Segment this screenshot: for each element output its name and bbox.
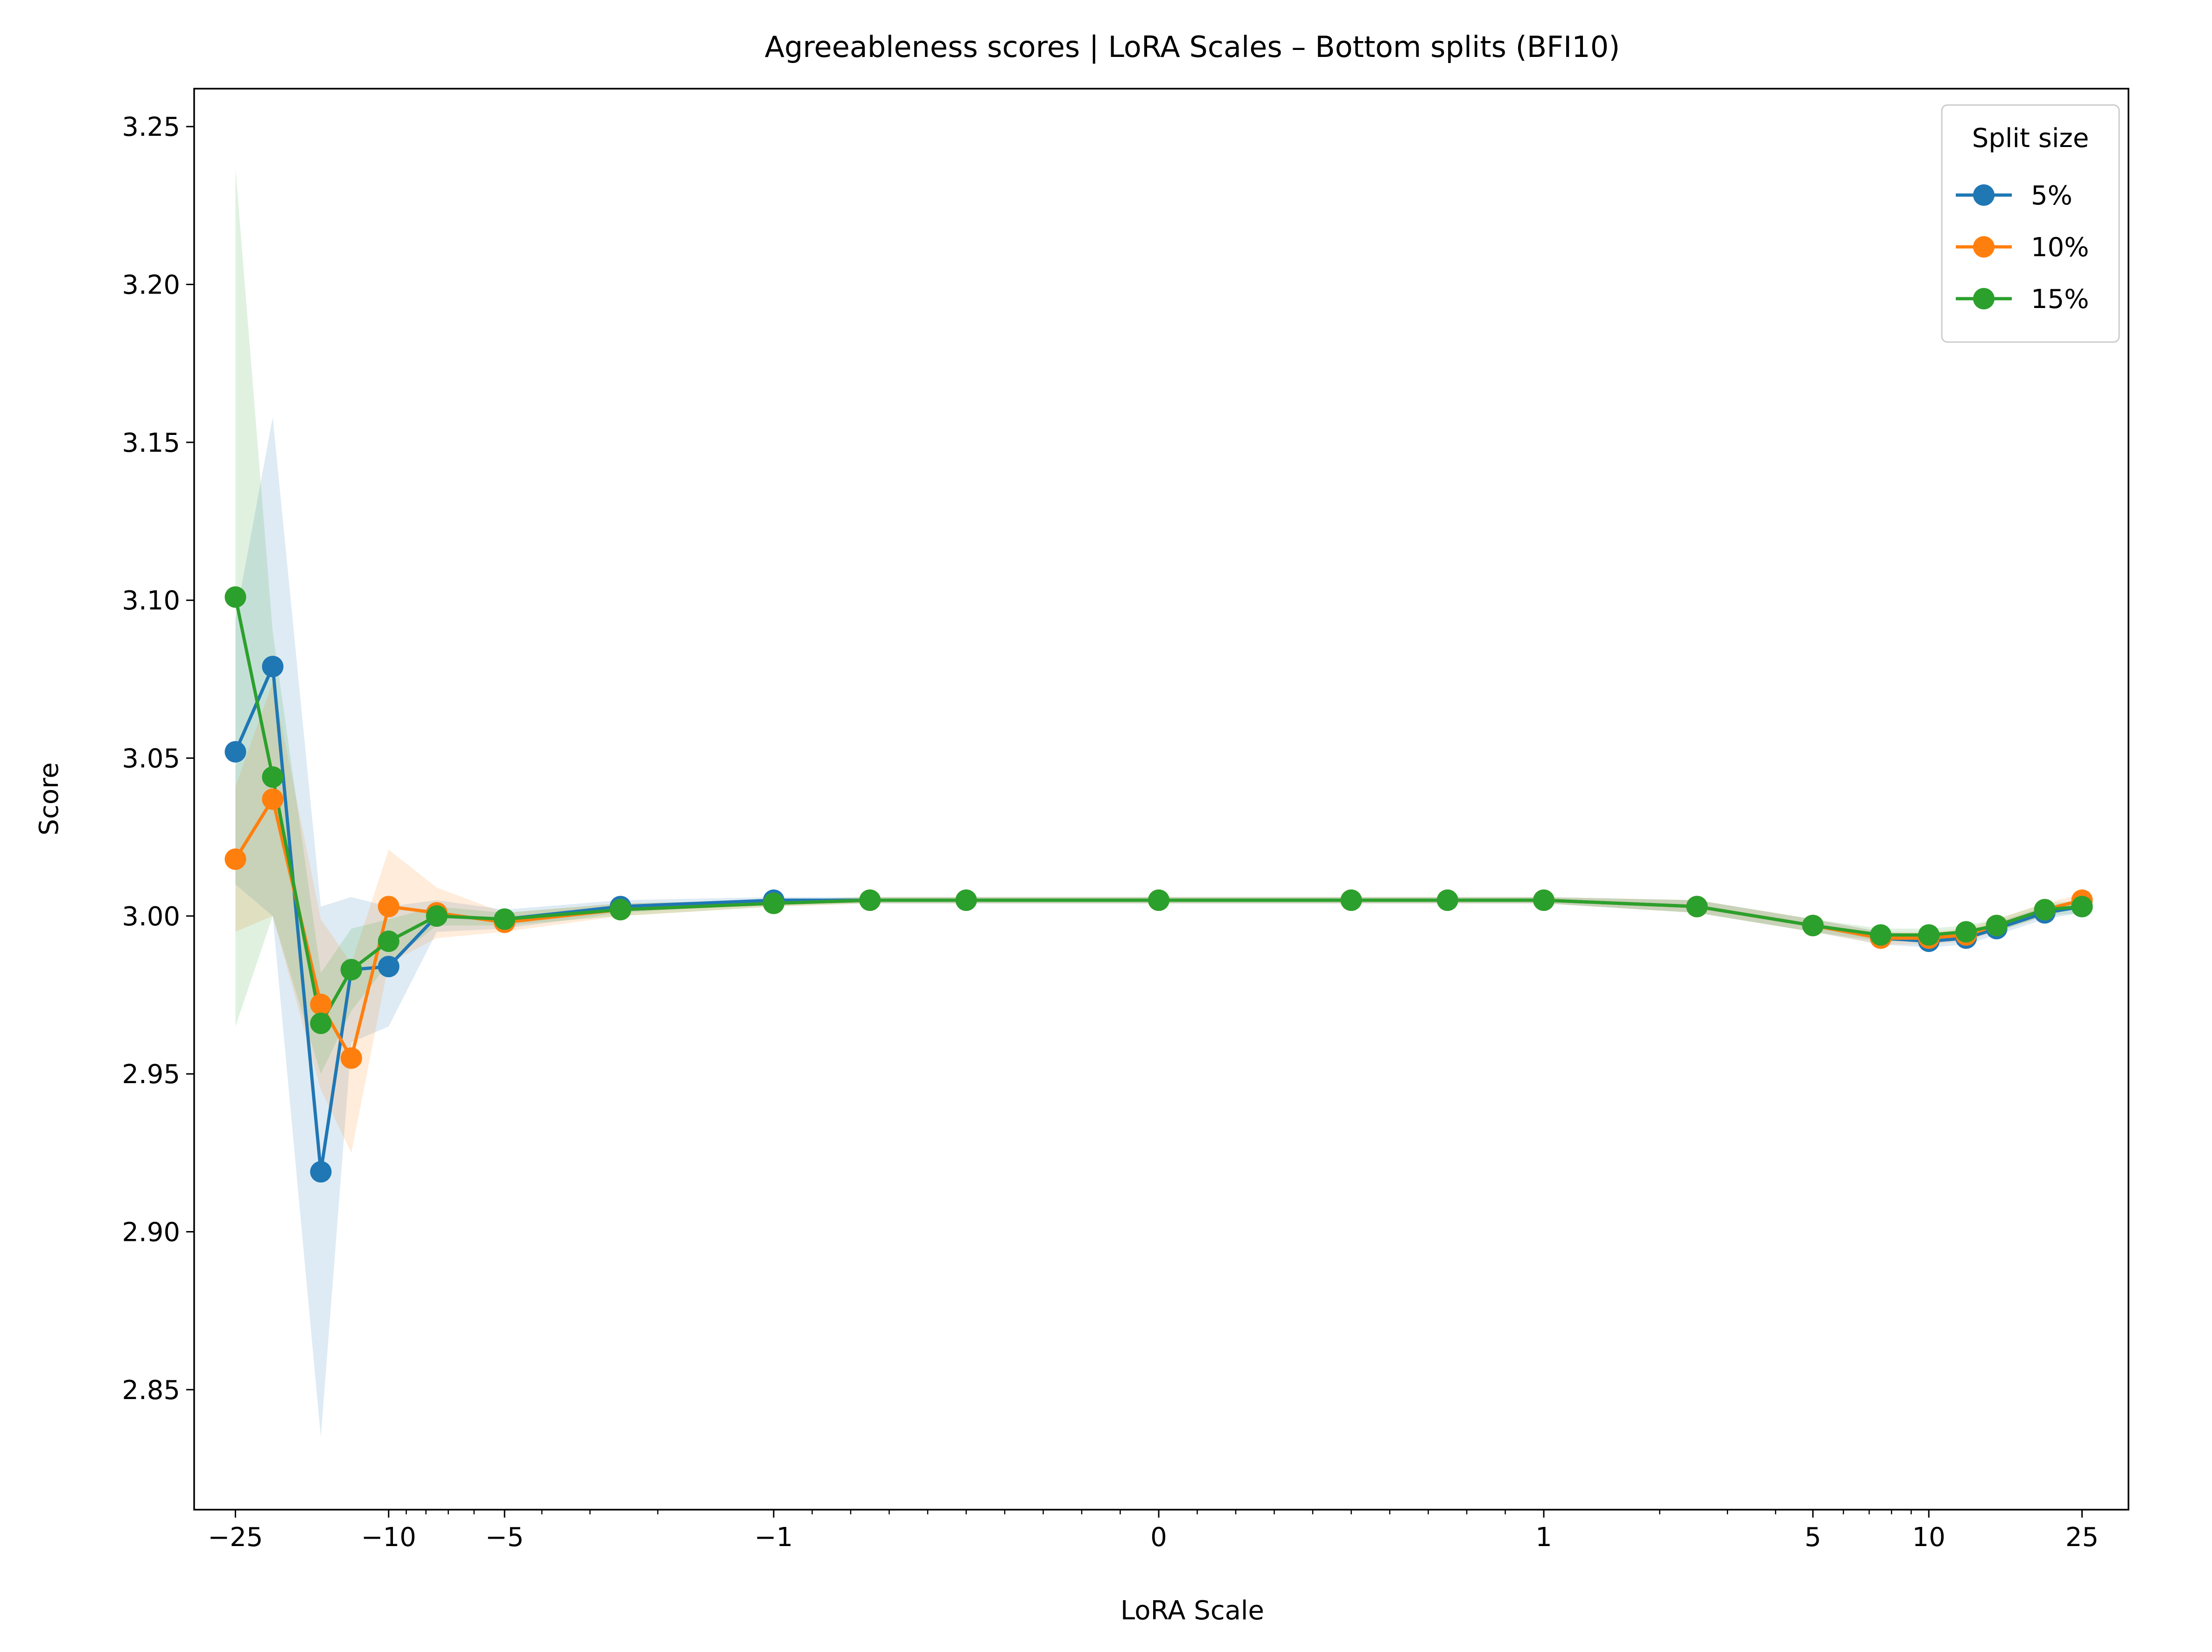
legend-entries: 5% 10% 15% — [1956, 181, 2089, 315]
legend-frame — [1941, 104, 2120, 343]
data-point — [1918, 924, 1940, 946]
y-tick-label: 3.05 — [122, 744, 180, 774]
data-point — [224, 848, 246, 870]
data-point — [1340, 889, 1362, 911]
data-point — [955, 889, 977, 911]
data-point — [262, 788, 284, 810]
y-tick-label: 3.10 — [122, 586, 180, 616]
data-point — [262, 656, 284, 678]
legend-label: 5% — [2031, 181, 2072, 211]
legend-marker — [1973, 288, 1995, 309]
y-tick-label: 2.85 — [122, 1375, 180, 1406]
x-tick-label: −1 — [755, 1522, 793, 1553]
data-point — [1802, 915, 1824, 937]
data-point — [1436, 889, 1458, 911]
data-point — [378, 956, 399, 978]
data-point — [1986, 915, 2008, 937]
x-tick-label: 5 — [1805, 1522, 1821, 1553]
data-point — [1870, 924, 1892, 946]
y-tick-label: 3.15 — [122, 428, 180, 458]
chart-title: Agreeableness scores | LoRA Scales – Bot… — [765, 30, 1620, 64]
data-point — [310, 1161, 332, 1183]
data-point — [378, 931, 399, 952]
data-point — [224, 586, 246, 608]
data-point — [224, 741, 246, 763]
legend-title: Split size — [1972, 123, 2089, 154]
legend-marker — [1973, 236, 1995, 258]
legend-label: 15% — [2031, 284, 2089, 315]
x-tick-label: −5 — [485, 1522, 524, 1553]
plot-frame — [193, 88, 2129, 1511]
x-tick-label: 25 — [2065, 1522, 2099, 1553]
data-point — [378, 896, 399, 917]
data-point — [494, 908, 516, 930]
data-point — [2071, 896, 2093, 917]
y-tick-label: 2.95 — [122, 1059, 180, 1090]
data-point — [340, 959, 362, 980]
y-tick-label: 3.00 — [122, 902, 180, 932]
y-tick-label: 3.25 — [122, 112, 180, 142]
legend: Split size 5% 10% 15% — [1941, 104, 2120, 343]
confidence-band-2 — [235, 682, 2082, 1153]
data-point — [1533, 889, 1555, 911]
x-tick-label: −10 — [361, 1522, 416, 1553]
data-point — [262, 766, 284, 788]
confidence-bands — [235, 168, 2082, 1437]
data-point — [609, 899, 631, 921]
x-tick-label: −25 — [208, 1522, 263, 1553]
data-point — [1148, 889, 1169, 911]
legend-marker — [1973, 184, 1995, 206]
data-point — [426, 905, 448, 927]
y-axis: 2.85 2.90 2.95 3.00 3.05 3.10 3.15 3.20 3.25 — [122, 112, 194, 1406]
x-axis: −25 −10 −5 −1 0 1 5 10 25 — [208, 1510, 2099, 1553]
data-point — [1686, 896, 1708, 917]
series-points — [224, 586, 2093, 1183]
data-point — [2034, 899, 2056, 921]
x-tick-label: 1 — [1535, 1522, 1552, 1553]
data-point — [763, 892, 784, 914]
data-point — [310, 994, 332, 1015]
y-tick-label: 3.20 — [122, 270, 180, 301]
data-point — [340, 1047, 362, 1069]
x-tick-label: 0 — [1150, 1522, 1167, 1553]
data-point — [310, 1012, 332, 1034]
legend-label: 10% — [2031, 232, 2089, 263]
data-point — [859, 889, 881, 911]
y-tick-label: 2.90 — [122, 1218, 180, 1248]
x-tick-label: 10 — [1912, 1522, 1946, 1553]
y-axis-label: Score — [34, 763, 64, 836]
data-point — [1955, 921, 1977, 943]
x-axis-label: LoRA Scale — [1120, 1596, 1264, 1626]
